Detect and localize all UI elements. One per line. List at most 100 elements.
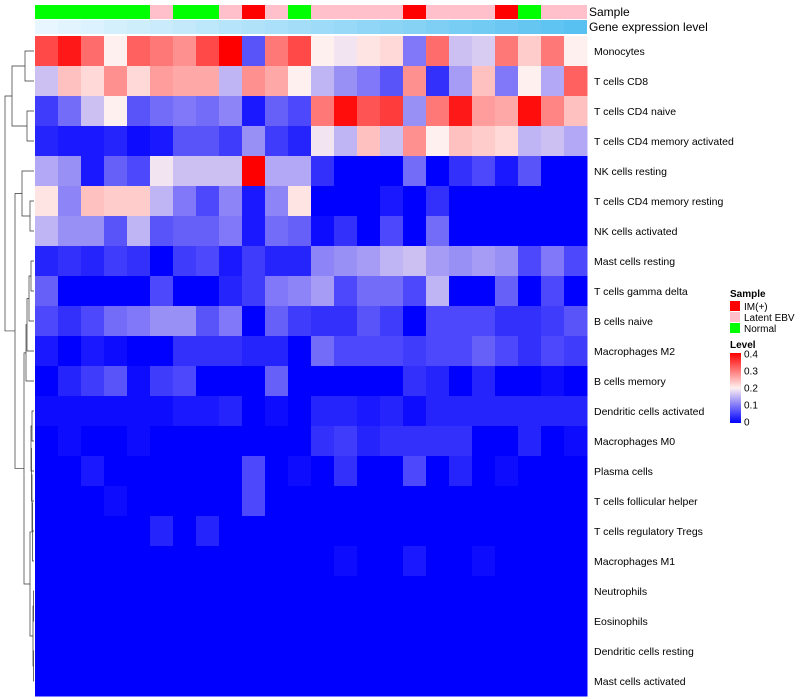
- legend-level-tick: 0.3: [744, 367, 758, 378]
- heatmap-cell: [495, 306, 519, 337]
- heatmap-cell: [196, 606, 220, 637]
- heatmap-cell: [380, 66, 404, 97]
- heatmap-cell: [265, 246, 289, 277]
- heatmap-cell: [127, 246, 151, 277]
- heatmap-cell: [196, 516, 220, 547]
- heatmap-cell: [242, 576, 266, 607]
- heatmap-cell: [518, 216, 542, 247]
- heatmap-cell: [150, 336, 174, 367]
- heatmap-cell: [127, 126, 151, 157]
- heatmap-cell: [449, 306, 473, 337]
- heatmap-cell: [472, 66, 496, 97]
- heatmap-cell: [196, 36, 220, 67]
- heatmap-cell: [127, 366, 151, 397]
- heatmap-cell: [449, 606, 473, 637]
- heatmap-cell: [334, 96, 358, 127]
- heatmap-cell: [449, 666, 473, 697]
- heatmap-cell: [311, 66, 335, 97]
- heatmap-cell: [426, 156, 450, 187]
- heatmap-cell: [196, 246, 220, 277]
- heatmap-cell: [541, 516, 565, 547]
- heatmap-cell: [495, 456, 519, 487]
- heatmap-cell: [334, 606, 358, 637]
- dendrogram-branch: [33, 650, 34, 682]
- heatmap-cell: [104, 186, 128, 217]
- heatmap-cell: [265, 606, 289, 637]
- heatmap-cell: [518, 96, 542, 127]
- heatmap-cell: [334, 516, 358, 547]
- heatmap-cell: [541, 666, 565, 697]
- heatmap-cell: [334, 666, 358, 697]
- heatmap-cell: [127, 456, 151, 487]
- heatmap-cell: [265, 66, 289, 97]
- row-label: Dendritic cells activated: [594, 406, 704, 418]
- heatmap-cell: [426, 426, 450, 457]
- expression-annotation-cell: [518, 20, 541, 34]
- heatmap-cell: [380, 36, 404, 67]
- heatmap-cell: [58, 396, 82, 427]
- heatmap-cell: [173, 156, 197, 187]
- heatmap-cell: [311, 456, 335, 487]
- heatmap-cell: [541, 36, 565, 67]
- heatmap-cell: [219, 126, 243, 157]
- heatmap-cell: [357, 636, 381, 667]
- row-label: Macrophages M0: [594, 436, 675, 448]
- heatmap-cell: [58, 456, 82, 487]
- heatmap-cell: [150, 576, 174, 607]
- heatmap-cell: [518, 456, 542, 487]
- sample-annotation-cell: [58, 5, 81, 19]
- heatmap-cell: [242, 276, 266, 307]
- heatmap-cell: [380, 246, 404, 277]
- heatmap-cell: [150, 666, 174, 697]
- heatmap-cell: [334, 186, 358, 217]
- heatmap-cell: [380, 576, 404, 607]
- heatmap-cell: [449, 336, 473, 367]
- heatmap-cell: [58, 186, 82, 217]
- heatmap-cell: [242, 36, 266, 67]
- heatmap-cell: [81, 336, 105, 367]
- heatmap-cell: [334, 276, 358, 307]
- heatmap-cell: [518, 276, 542, 307]
- heatmap-cell: [265, 426, 289, 457]
- heatmap-cell: [104, 306, 128, 337]
- heatmap-cell: [242, 126, 266, 157]
- heatmap-cell: [173, 246, 197, 277]
- heatmap-cell: [196, 576, 220, 607]
- heatmap-cell: [150, 66, 174, 97]
- heatmap-cell: [81, 426, 105, 457]
- heatmap-cell: [357, 246, 381, 277]
- heatmap-cell: [81, 66, 105, 97]
- heatmap-cell: [173, 336, 197, 367]
- heatmap-cell: [265, 186, 289, 217]
- heatmap-cell: [380, 216, 404, 247]
- heatmap-cell: [150, 126, 174, 157]
- heatmap-cell: [495, 216, 519, 247]
- heatmap-cell: [150, 216, 174, 247]
- heatmap-cell: [219, 666, 243, 697]
- heatmap-cell: [104, 276, 128, 307]
- heatmap-cell: [472, 516, 496, 547]
- heatmap-cell: [127, 516, 151, 547]
- expression-annotation-cell: [380, 20, 403, 34]
- heatmap-cell: [357, 36, 381, 67]
- heatmap-cell: [449, 426, 473, 457]
- heatmap-cell: [35, 426, 59, 457]
- heatmap-cell: [127, 186, 151, 217]
- heatmap-cell: [334, 456, 358, 487]
- row-label: Mast cells activated: [594, 676, 686, 688]
- heatmap-cell: [173, 426, 197, 457]
- heatmap-cell: [541, 366, 565, 397]
- dendrogram-branch: [4, 95, 15, 332]
- heatmap-cell: [219, 426, 243, 457]
- heatmap-cell: [495, 486, 519, 517]
- heatmap-cell: [518, 36, 542, 67]
- heatmap-cell: [288, 306, 312, 337]
- heatmap-cell: [288, 126, 312, 157]
- expression-annotation-cell: [58, 20, 81, 34]
- heatmap-cell: [196, 306, 220, 337]
- heatmap-cell: [288, 366, 312, 397]
- heatmap-cell: [380, 546, 404, 577]
- row-label: Plasma cells: [594, 466, 653, 478]
- heatmap-cell: [288, 96, 312, 127]
- heatmap-cell: [380, 666, 404, 697]
